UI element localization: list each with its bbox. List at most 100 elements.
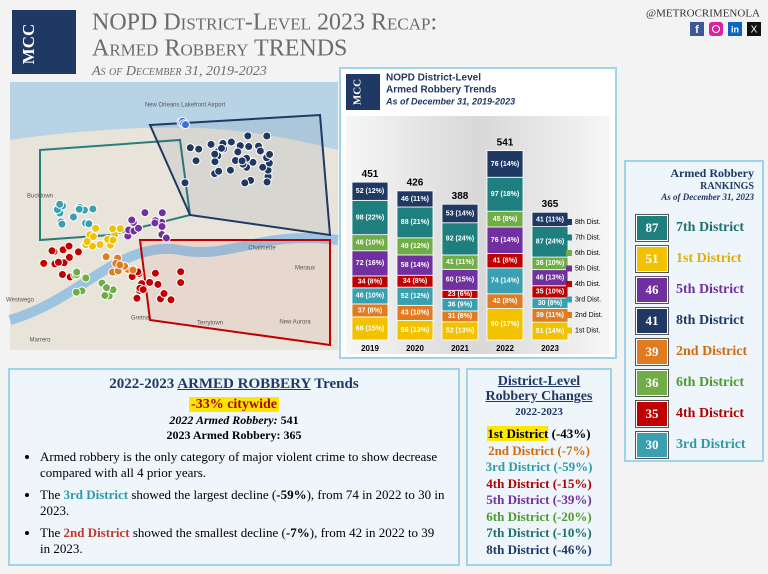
data-label: 51 (14%): [536, 328, 564, 335]
map-marker: [57, 270, 67, 280]
bullet: The 3rd District showed the largest decl…: [40, 487, 446, 519]
change-district: 6th District: [486, 508, 550, 524]
bar-segment: [351, 199, 389, 236]
legend-label: 2nd Dist.: [575, 312, 603, 319]
changes-subtitle: 2022-2023: [515, 406, 563, 418]
data-label: 30 (8%): [538, 300, 563, 307]
change-row: 7th District (-10%): [468, 525, 610, 542]
data-label: 37 (8%): [358, 307, 383, 314]
linkedin-icon[interactable]: [728, 22, 742, 36]
x-tick-label: 2020: [406, 344, 424, 353]
map-marker: [237, 156, 247, 166]
title: NOPD District-Level 2023 Recap:: [92, 10, 437, 36]
map-marker: [64, 241, 74, 251]
total-line: 2023 Armed Robbery: 365: [22, 428, 446, 443]
map-marker: [145, 277, 155, 287]
map-marker: [88, 232, 98, 242]
linkedin-icon-text: in: [731, 24, 739, 34]
data-label: 66 (15%): [356, 325, 384, 332]
bullet-text: 2nd District: [63, 525, 130, 540]
instagram-icon[interactable]: [709, 22, 723, 36]
map-label: Marrero: [29, 338, 51, 344]
data-label: 52 (13%): [446, 328, 474, 335]
ranking-label: 5th District: [676, 281, 745, 297]
lake: [10, 82, 338, 150]
chart-title: NOPD District-Level: [386, 73, 481, 84]
data-label: 88 (21%): [401, 219, 429, 226]
map-marker: [108, 224, 118, 234]
x-icon-text: X: [751, 25, 758, 36]
map-marker: [115, 224, 125, 234]
ranking-row: 39 2nd District: [635, 336, 762, 367]
data-label: 46 (11%): [401, 196, 429, 203]
x-icon[interactable]: [747, 22, 761, 36]
legend-swatch: [566, 312, 572, 318]
bar-segment: [441, 222, 479, 256]
rankings-subtitle: RANKINGS: [700, 181, 754, 192]
ranking-row: 41 8th District: [635, 305, 762, 336]
map-label: Gretna: [131, 316, 150, 322]
facebook-icon[interactable]: [690, 22, 704, 36]
map-marker: [115, 260, 125, 270]
map-marker: [157, 222, 167, 232]
map-marker: [91, 223, 101, 233]
total-label: 2022 Armed Robbery:: [169, 413, 278, 427]
map-marker: [226, 137, 236, 147]
bar-segment: [441, 203, 479, 224]
bar-segment: [531, 226, 569, 258]
x-tick-label: 2023: [541, 344, 559, 353]
bullet-text: ), from 74 in 2022 to 30 in 2023.: [40, 487, 445, 518]
citywide: -33% citywide: [189, 397, 279, 412]
change-value: (-7%): [557, 442, 590, 458]
map-marker: [258, 162, 268, 172]
data-label: 36 (10%): [536, 260, 564, 267]
change-district: 7th District: [486, 525, 550, 540]
ranking-row: 87 7th District: [635, 212, 762, 243]
rankings-title: Armed Robbery: [670, 166, 754, 180]
data-label: 41 (8%): [493, 258, 518, 265]
ranking-label: 3rd District: [676, 436, 746, 452]
map-marker: [255, 146, 265, 156]
map-marker: [210, 149, 220, 159]
x-tick-label: 2019: [361, 344, 379, 353]
ranking-label: 7th District: [676, 219, 745, 235]
data-label: 53 (14%): [446, 210, 474, 217]
chart-logo-text: MCC: [352, 79, 364, 105]
change-value: (-59%): [553, 459, 593, 474]
ranking-value: 51: [635, 244, 669, 273]
data-label: 41 (11%): [446, 259, 474, 266]
change-value: (-20%): [552, 508, 592, 524]
legend-label: 3rd Dist.: [575, 296, 601, 303]
total-label: 426: [407, 178, 424, 189]
data-label: 98 (22%): [356, 214, 384, 221]
map-marker: [39, 258, 49, 268]
change-district: 3rd District: [485, 459, 551, 474]
change-row: 4th District (-15%): [468, 476, 610, 493]
data-label: 43 (10%): [401, 310, 429, 317]
ranking-row: 36 6th District: [635, 367, 762, 398]
map-marker: [88, 204, 98, 214]
map-marker: [150, 268, 160, 278]
change-district: 4th District: [486, 475, 550, 491]
data-label: 87 (24%): [536, 239, 564, 246]
map-marker: [206, 139, 216, 149]
map-marker: [55, 199, 65, 209]
ranking-value: 46: [635, 275, 669, 304]
map-marker: [217, 143, 227, 153]
map-marker: [161, 233, 171, 243]
bar-segment: [396, 190, 434, 208]
map-marker: [244, 142, 254, 152]
data-label: 52 (12%): [356, 188, 384, 195]
legend-swatch: [566, 265, 572, 272]
data-label: 35 (10%): [536, 289, 564, 296]
map-marker: [191, 156, 201, 166]
map-label: New Aurora: [279, 320, 311, 326]
map-marker: [64, 252, 74, 262]
map-label: Chalmette: [248, 246, 276, 252]
data-label: 46 (10%): [356, 240, 384, 247]
map-marker: [265, 149, 275, 159]
map-marker: [108, 235, 118, 245]
logo: [12, 10, 76, 74]
map-marker: [166, 295, 176, 305]
map-marker: [214, 166, 224, 176]
